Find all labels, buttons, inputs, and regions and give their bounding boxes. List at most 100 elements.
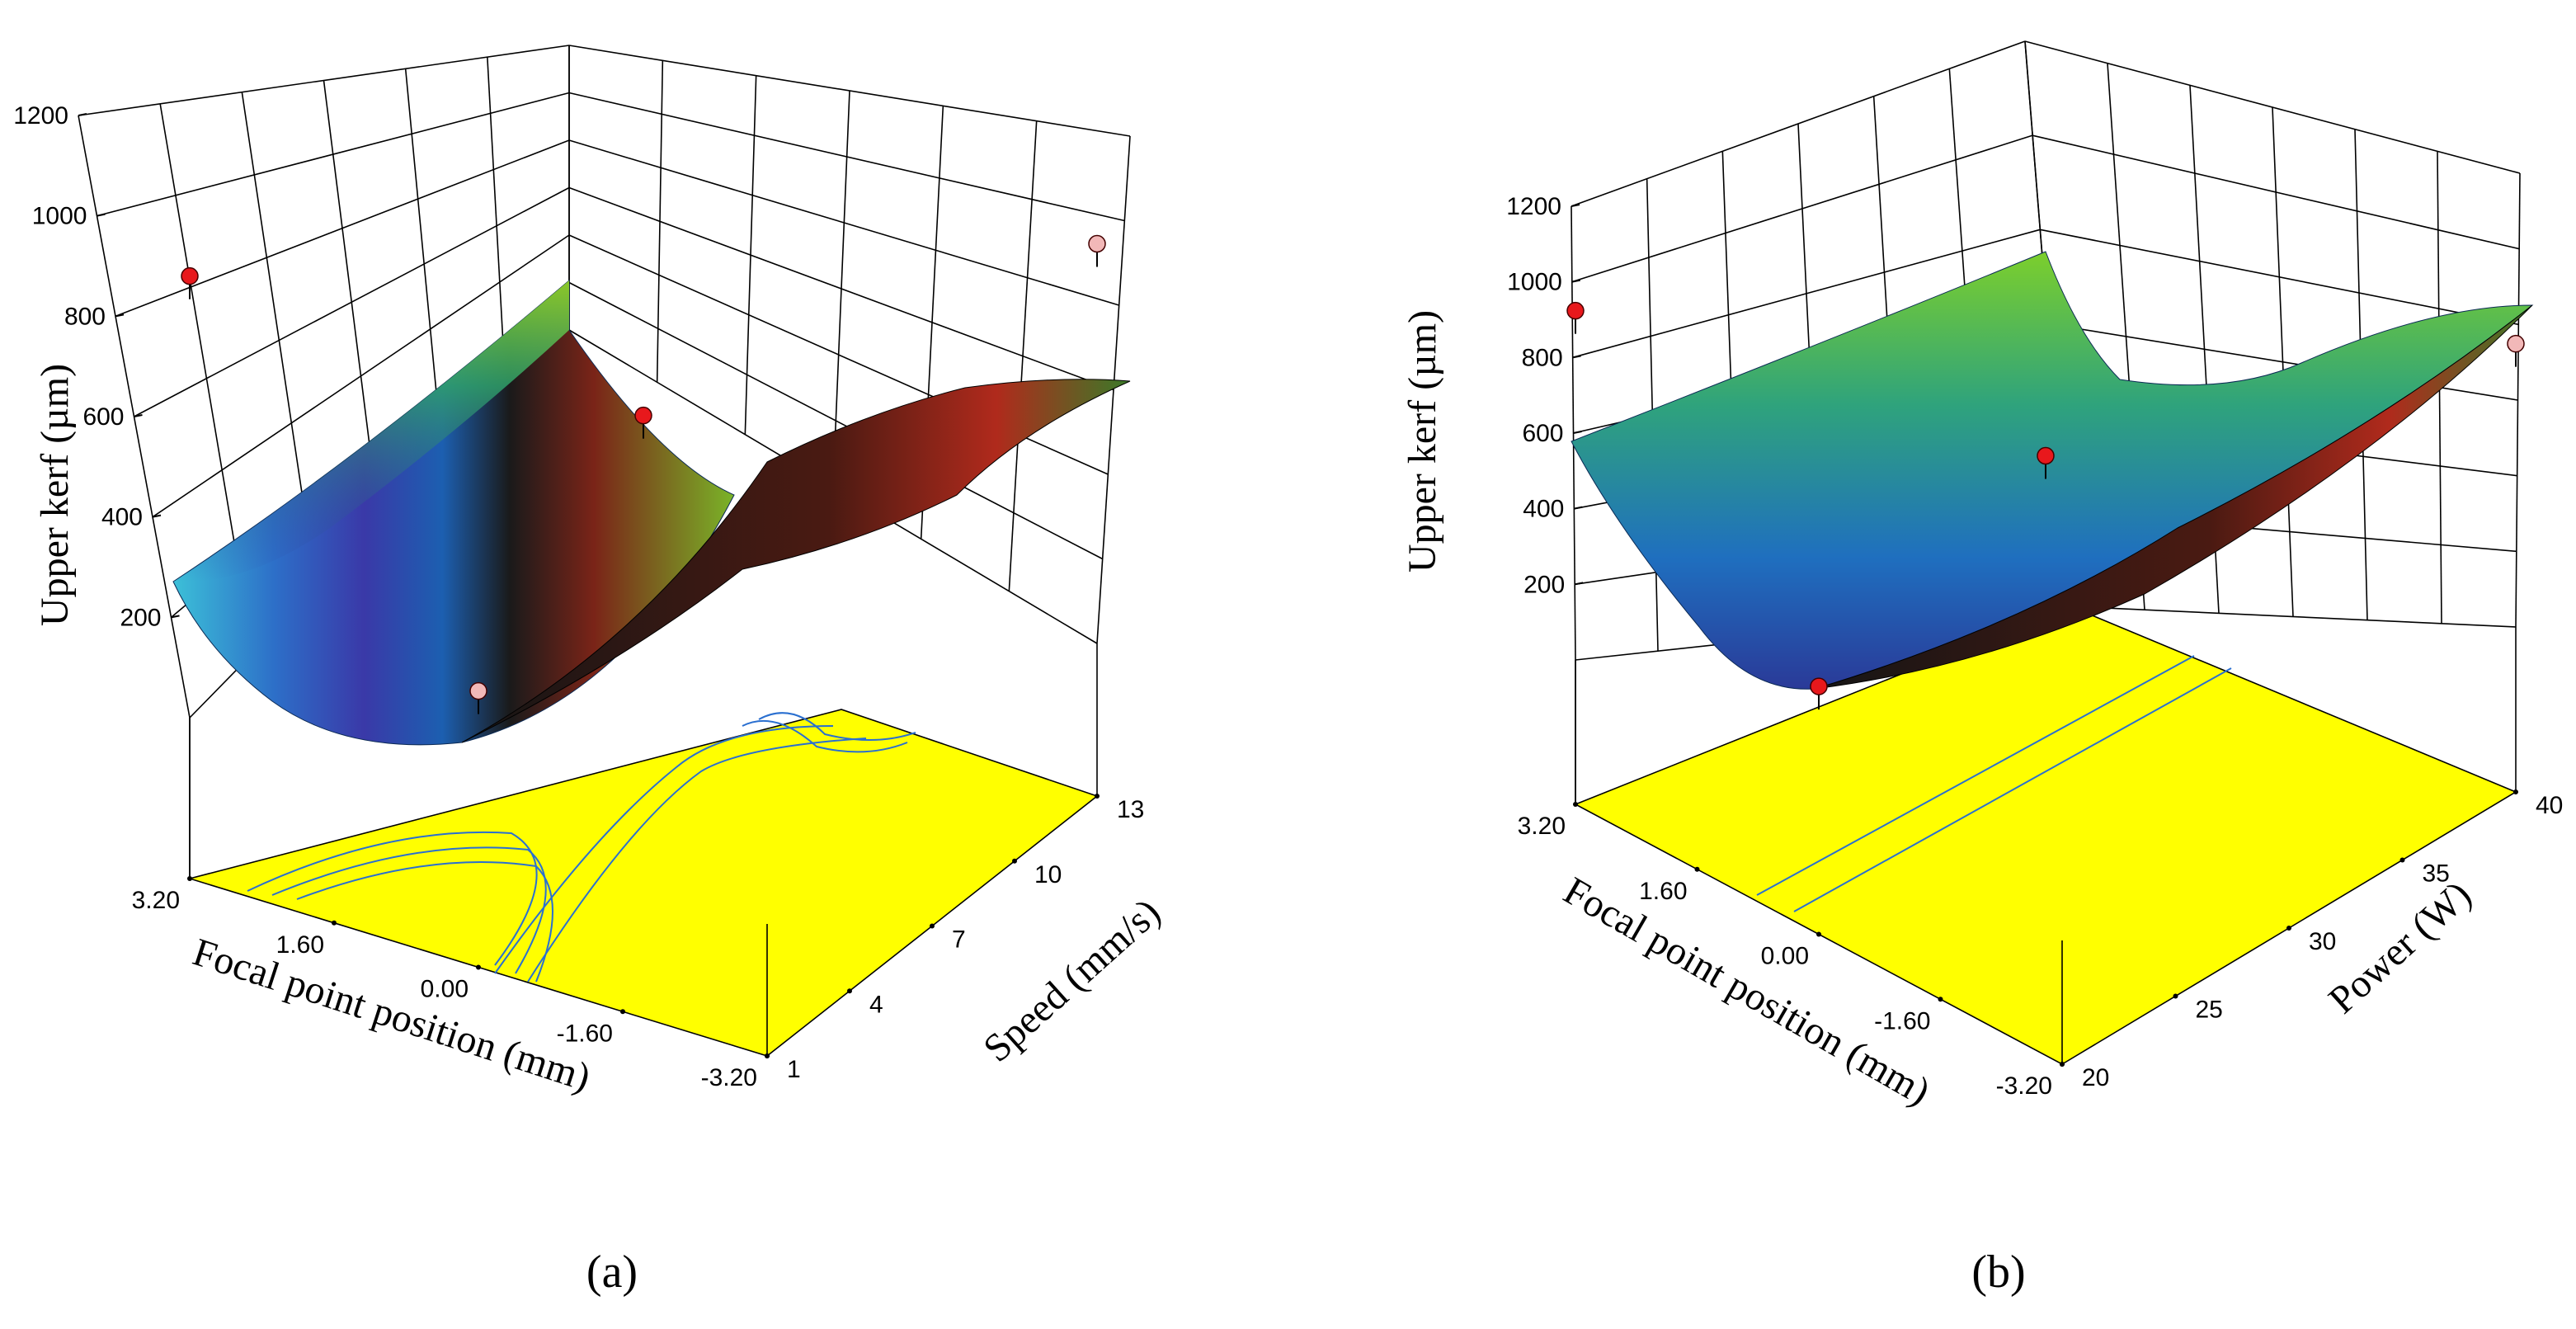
panel-b-x-tick [1938, 997, 1943, 1002]
panel-a-z-tick-label: 600 [82, 403, 124, 431]
panel-b-x-tick [1816, 931, 1821, 937]
panel-a-y-tick [930, 923, 935, 929]
panel-a-y-tick [1095, 794, 1100, 799]
panel-a-grid-line [152, 234, 570, 518]
panel-b-y-tick [2399, 857, 2405, 863]
panel-b-z-tick-label: 600 [1522, 420, 1563, 447]
panel-a-z-tick [152, 514, 162, 518]
panel-b-z-tick [1574, 506, 1583, 510]
panel-a: 200 400 600 800 1000 1200 3.20 1.60 0.00 -1.60 -3.… [13, 45, 1169, 1298]
panel-a-z-tick [78, 113, 87, 116]
panel-a-grid-line [568, 139, 1119, 306]
panel-a-y-tick-label: 10 [1034, 861, 1062, 888]
panel-b-grid-line [1571, 40, 2026, 207]
panel-b-z-tick [1572, 355, 1581, 359]
panel-b-grid-line [2040, 229, 2519, 326]
panel-b-z-tick-label: 400 [1523, 496, 1564, 523]
panel-a-grid-line [568, 45, 1131, 137]
panel-b-z-tick-label: 1000 [1507, 269, 1562, 296]
panel-b-x-tick-label: 0.00 [1761, 943, 1809, 970]
panel-a-label: (a) [586, 1247, 638, 1298]
panel-a-grid-line [568, 186, 1114, 391]
panel-b-y-tick-label: 25 [2196, 997, 2223, 1024]
panel-b-z-tick [1574, 582, 1584, 586]
panel-b-y-tick [2513, 789, 2518, 794]
panel-b-y-tick [2286, 926, 2291, 931]
panel-a-x-tick [332, 920, 337, 926]
panel-b-x-tick-label: -1.60 [1874, 1007, 1930, 1034]
panel-b-design-point [1810, 677, 1828, 695]
panel-b: 200 400 600 800 1000 1200 3.20 1.60 0.00 -1.60 -3.… [1401, 40, 2563, 1298]
panel-b-grid-line [2032, 134, 2520, 250]
panel-b-x-tick-label: 1.60 [1639, 878, 1687, 905]
panel-a-z-tick-label: 800 [64, 303, 106, 330]
panel-b-x-tick-label: -3.20 [1996, 1072, 2052, 1100]
panel-a-y-axis-label: Speed (mm/s) [975, 890, 1169, 1071]
panel-b-label: (b) [1971, 1247, 2025, 1298]
panel-a-grid-line [134, 186, 570, 417]
panel-a-y-tick-label: 1 [787, 1056, 801, 1083]
panel-a-x-tick [476, 964, 481, 970]
panel-a-z-tick [171, 615, 180, 619]
panel-b-z-tick-label: 200 [1523, 571, 1565, 598]
panel-a-design-point [181, 266, 199, 285]
panel-b-z-tick [1573, 431, 1582, 434]
panel-a-y-tick [765, 1053, 770, 1058]
panel-a-y-tick-label: 4 [869, 991, 883, 1018]
panel-b-y-tick-label: 40 [2536, 792, 2563, 819]
panel-a-design-point [634, 406, 652, 425]
panel-a-x-tick-label: -1.60 [557, 1020, 613, 1047]
panel-b-x-tick [1694, 866, 1700, 872]
panel-b-z-tick-label: 800 [1522, 344, 1563, 371]
panel-a-x-tick-label: -3.20 [701, 1064, 757, 1091]
panel-a-x-tick-label: 1.60 [276, 931, 324, 959]
panel-a-design-points [181, 234, 1106, 714]
panel-a-grid-line [97, 92, 570, 217]
panel-a-y-tick-label: 13 [1117, 796, 1144, 823]
panel-a-grid-line [568, 281, 1104, 560]
panel-b-design-point [1566, 301, 1585, 320]
panel-a-z-tick-label: 1200 [13, 102, 68, 130]
panel-b-z-axis-label: Upper kerf (µm) [1401, 310, 1444, 573]
panel-b-x-tick-label: 3.20 [1518, 813, 1566, 840]
panel-b-y-tick [2173, 993, 2178, 999]
panel-b-grid-line [2070, 606, 2517, 628]
panel-a-surface-saddle [461, 379, 1131, 743]
panel-a-z-axis-label: Upper kerf (µm) [33, 364, 77, 626]
panel-b-ticks: 200 400 600 800 1000 1200 3.20 1.60 0.00 -1.60 -3.… [1506, 193, 2563, 1100]
panel-b-z-tick [1571, 204, 1580, 207]
panel-b-grid-line [1571, 134, 2033, 283]
panel-b-design-point [2507, 334, 2525, 353]
panel-a-ticks: 200 400 600 800 1000 1200 3.20 1.60 0.00 -1.60 -3.… [13, 102, 1144, 1091]
panel-a-grid-line [115, 139, 570, 318]
panel-a-design-point [469, 681, 487, 700]
panel-a-y-tick-label: 7 [952, 926, 966, 954]
panel-a-surface-trough [172, 279, 735, 746]
panel-b-y-tick-label: 20 [2082, 1064, 2109, 1091]
panel-a-grid-line [568, 92, 1125, 222]
panel-a-contour-lines [247, 712, 916, 983]
panel-b-grid-line [1572, 229, 2041, 359]
panel-a-x-tick [187, 876, 192, 881]
panel-a-y-tick [1012, 858, 1017, 864]
panel-a-z-tick [134, 414, 143, 417]
panel-b-design-point [2037, 446, 2055, 465]
panel-a-x-tick-label: 3.20 [132, 887, 180, 914]
panel-a-z-tick-label: 400 [101, 504, 143, 531]
panel-a-x-tick [620, 1009, 625, 1015]
panel-a-y-tick [847, 988, 852, 994]
panel-b-surface-edge [1814, 304, 2533, 690]
panel-b-contour-lines [1756, 655, 2232, 912]
panel-b-design-points [1566, 301, 2525, 710]
panel-b-z-tick-label: 1200 [1506, 193, 1561, 220]
panel-a-z-tick [97, 213, 106, 217]
panel-a-z-tick-label: 200 [120, 604, 161, 631]
panel-b-x-tick [1573, 802, 1578, 807]
panel-a-z-tick [115, 313, 125, 318]
panel-a-z-tick-label: 1000 [32, 203, 87, 230]
panel-b-z-tick [1571, 279, 1581, 283]
panel-b-y-tick-label: 30 [2309, 928, 2336, 955]
panel-b-y-tick [2060, 1062, 2065, 1067]
panel-a-x-tick-label: 0.00 [421, 976, 469, 1003]
